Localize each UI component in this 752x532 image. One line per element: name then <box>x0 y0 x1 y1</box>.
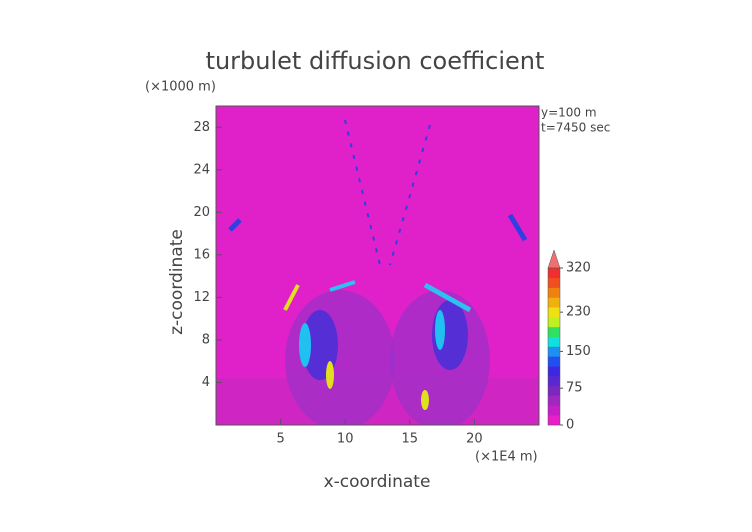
colorbar-frame <box>547 267 561 426</box>
y-tick-label: 4 <box>202 375 210 390</box>
y-tick-label: 20 <box>193 205 210 220</box>
colorbar-band <box>548 336 560 347</box>
colorbar-band <box>548 375 560 387</box>
y-tick-label: 16 <box>193 247 210 262</box>
colorbar-tick-label: 320 <box>566 261 591 276</box>
x-axis-label: x-coordinate <box>324 472 431 492</box>
colorbar-band <box>548 395 560 406</box>
colorbar-band <box>548 307 560 318</box>
colorbar-band <box>548 346 560 357</box>
colorbar-band <box>548 385 560 396</box>
x-unit: (×1E4 m) <box>475 450 538 465</box>
colorbar-band <box>548 366 560 377</box>
colorbar-tick-label: 75 <box>566 381 583 396</box>
field <box>216 106 539 425</box>
colorbar-tick-label: 0 <box>566 418 574 433</box>
y-tick-label: 12 <box>193 290 210 305</box>
colorbar-extend <box>547 249 561 269</box>
chart-title: turbulet diffusion coefficient <box>206 47 545 75</box>
colorbar-tick-label: 230 <box>566 305 591 320</box>
plot-frame <box>215 105 540 426</box>
colorbar-band <box>548 317 560 328</box>
colorbar-tick-label: 150 <box>566 344 591 359</box>
colorbar-band <box>548 297 560 308</box>
colorbar-band <box>548 415 560 426</box>
x-tick-label: 15 <box>402 432 419 447</box>
annotation: t=7450 sec <box>541 121 610 135</box>
y-unit: (×1000 m) <box>145 80 216 95</box>
y-tick-label: 24 <box>193 162 210 177</box>
annotation: y=100 m <box>541 106 597 120</box>
x-tick-label: 10 <box>337 432 354 447</box>
colorbar-band <box>548 405 560 416</box>
colorbar-band <box>548 356 560 367</box>
colorbar-band <box>548 326 560 337</box>
x-tick-label: 20 <box>466 432 483 447</box>
y-axis-label: z-coordinate <box>167 229 187 335</box>
colorbar-band <box>548 287 560 298</box>
x-tick-label: 5 <box>276 432 284 447</box>
colorbar-band <box>548 277 560 288</box>
colorbar-band <box>548 268 560 279</box>
y-tick-label: 8 <box>202 332 210 347</box>
y-tick-label: 28 <box>193 120 210 135</box>
